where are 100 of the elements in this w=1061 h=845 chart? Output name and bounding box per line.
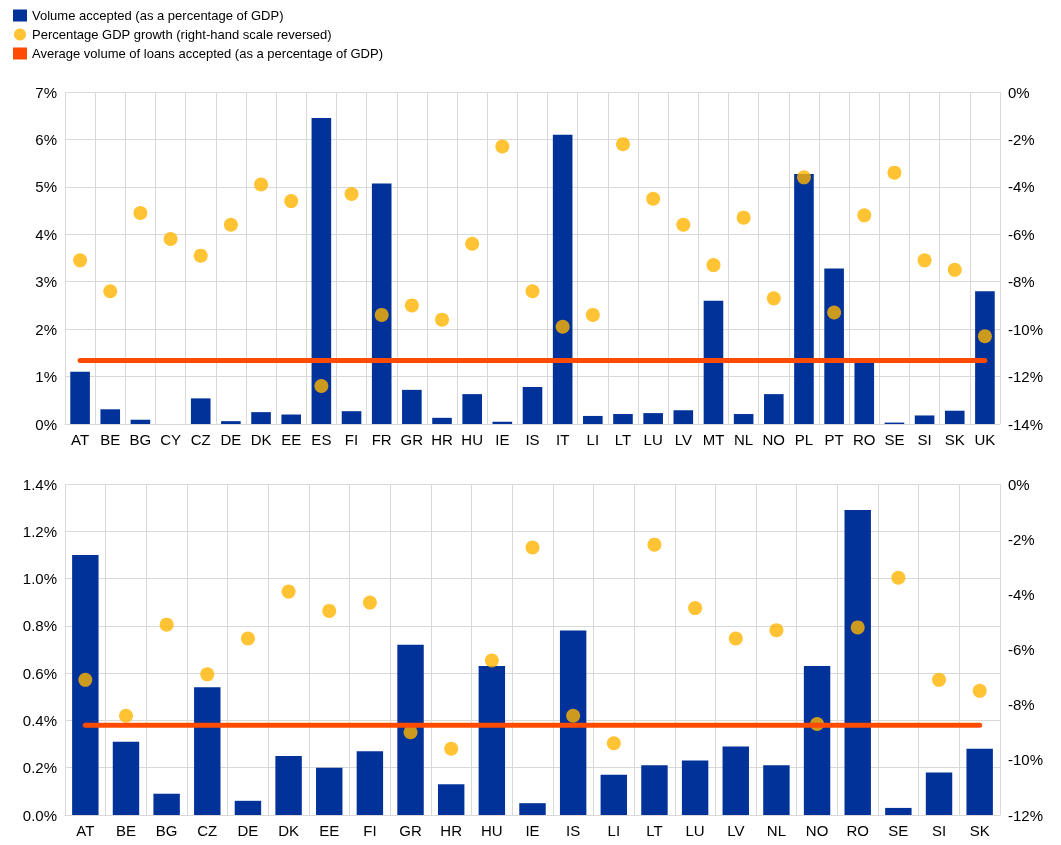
bar [341, 411, 362, 424]
bar [281, 414, 302, 424]
x-tick-label: FI [363, 822, 377, 839]
x-tick-label: LT [646, 822, 663, 839]
point [465, 236, 480, 251]
y2-tick-label: -4% [1008, 178, 1035, 196]
point [932, 672, 947, 687]
point [344, 186, 359, 201]
point [314, 379, 329, 394]
bar [854, 362, 875, 424]
x-tick-label: SK [969, 822, 990, 839]
point [118, 708, 133, 723]
point [977, 329, 992, 344]
x-tick-label: LV [727, 822, 745, 839]
point [73, 253, 88, 268]
x-tick-label: LU [643, 431, 663, 448]
bar [522, 387, 543, 424]
point [322, 603, 337, 618]
point [706, 258, 721, 273]
x-tick-label: IE [495, 431, 510, 448]
y-tick-label: 3% [35, 273, 57, 291]
y-tick-label: 5% [35, 178, 57, 196]
point [566, 708, 581, 723]
bar [194, 687, 221, 815]
bar [925, 772, 953, 815]
bar [356, 751, 384, 815]
y-tick-label: 0.0% [22, 806, 57, 824]
bar [397, 644, 424, 815]
point [525, 284, 540, 299]
y2-tick-label: -6% [1008, 225, 1035, 243]
x-tick-label: CY [160, 431, 181, 448]
bar [600, 774, 628, 815]
y2-tick-label: -2% [1008, 130, 1035, 148]
bar [559, 630, 587, 815]
bar [234, 800, 262, 815]
point [525, 540, 540, 555]
x-tick-label: BE [100, 431, 121, 448]
x-tick-label: NO [805, 822, 829, 839]
x-tick-label: SE [884, 431, 905, 448]
point [891, 570, 906, 585]
point [676, 217, 691, 232]
bar [944, 410, 965, 424]
point [193, 248, 208, 263]
point [827, 305, 842, 320]
y-tick-label: 1.0% [22, 570, 57, 588]
y2-tick-label: 0% [1008, 83, 1030, 101]
x-tick-label: HR [431, 431, 454, 448]
x-tick-label: IT [555, 431, 570, 448]
point [555, 319, 570, 334]
x-tick-label: GR [399, 822, 422, 839]
point [78, 672, 93, 687]
bar [975, 291, 995, 424]
y2-tick-label: -4% [1008, 585, 1035, 603]
bar [914, 415, 935, 424]
x-tick-label: DE [237, 822, 259, 839]
point [223, 217, 238, 232]
bar [70, 371, 90, 424]
x-tick-label: HR [440, 822, 463, 839]
point [484, 653, 499, 668]
point [374, 307, 389, 322]
y2-tick-label: -2% [1008, 530, 1035, 548]
point [585, 307, 600, 322]
x-tick-label: DK [250, 431, 272, 448]
bar [275, 755, 302, 815]
y-tick-label: 1.4% [22, 475, 57, 493]
x-tick-label: AT [71, 431, 90, 448]
x-tick-label: DE [220, 431, 242, 448]
x-tick-label: SE [888, 822, 909, 839]
point [688, 601, 703, 616]
y-tick-label: 7% [35, 83, 57, 101]
y-tick-label: 1.2% [22, 522, 57, 540]
x-tick-label: SK [944, 431, 965, 448]
x-tick-label: IE [525, 822, 540, 839]
x-tick-label: NL [734, 431, 754, 448]
bar [100, 409, 121, 424]
bar [316, 767, 343, 815]
bar [803, 666, 831, 815]
x-tick-label: LV [674, 431, 692, 448]
x-tick-label: IS [525, 431, 540, 448]
point [616, 137, 630, 152]
point [728, 631, 743, 646]
bar [703, 300, 724, 424]
y-tick-label: 0.4% [22, 711, 57, 729]
x-tick-label: SI [917, 431, 932, 448]
y2-tick-label: -6% [1008, 641, 1035, 658]
bar [966, 748, 993, 815]
bar [681, 760, 709, 815]
y2-tick-label: -8% [1008, 696, 1035, 714]
y2-tick-label: 0% [1008, 475, 1030, 493]
point [362, 595, 377, 610]
bar [641, 765, 668, 815]
x-tick-label: PT [824, 431, 844, 448]
bar [519, 803, 546, 815]
bar [190, 398, 211, 424]
x-tick-label: BG [155, 822, 178, 839]
y2-tick-label: -12% [1008, 806, 1044, 824]
x-tick-label: HU [461, 431, 484, 448]
bar [763, 765, 790, 815]
y2-tick-label: -10% [1008, 751, 1044, 769]
point [647, 537, 662, 552]
